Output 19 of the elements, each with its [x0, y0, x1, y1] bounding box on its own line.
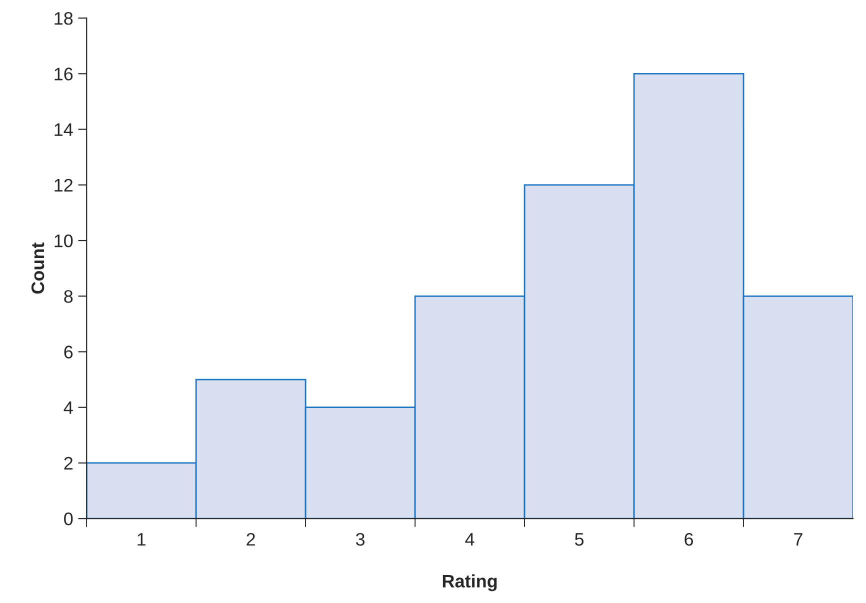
y-tick-label: 12: [54, 178, 72, 192]
x-tick-label: 3: [356, 532, 365, 546]
x-tick-label: 1: [138, 533, 146, 546]
x-tick-label: 4: [465, 533, 474, 546]
y-tick-label: 2: [64, 456, 72, 470]
y-tick-label: 18: [54, 12, 73, 25]
x-tick-label: 6: [684, 532, 694, 546]
x-tick-label: 7: [794, 533, 802, 546]
x-tick-label: 2: [246, 532, 255, 546]
y-tick-label: 8: [64, 290, 73, 303]
y-tick-label: 14: [54, 123, 73, 136]
x-axis-title: Rating: [442, 574, 497, 592]
y-tick-label: 6: [64, 346, 73, 358]
y-tick-label: 4: [64, 401, 73, 414]
y-tick-label: 0: [64, 512, 73, 526]
x-tick-label: 5: [574, 533, 584, 546]
y-tick-label: 10: [54, 234, 73, 248]
y-tick-label: 16: [54, 68, 73, 80]
y-axis-title: Count: [31, 242, 44, 294]
